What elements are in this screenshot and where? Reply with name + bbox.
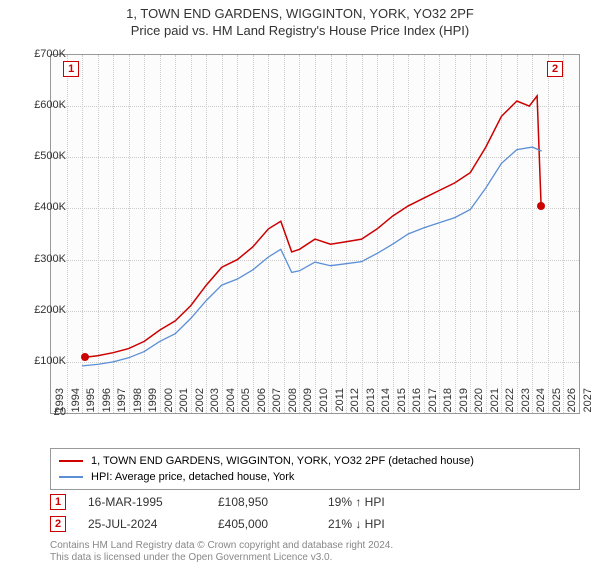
x-axis-label: 2009 xyxy=(302,388,314,418)
x-axis-label: 2014 xyxy=(380,388,392,418)
y-axis-label: £100K xyxy=(20,355,66,367)
legend-swatch xyxy=(59,476,83,478)
x-axis-label: 1996 xyxy=(101,388,113,418)
x-axis-label: 2020 xyxy=(473,388,485,418)
x-axis-label: 1998 xyxy=(132,388,144,418)
sale-marker-dot xyxy=(537,202,545,210)
x-axis-label: 2002 xyxy=(194,388,206,418)
y-axis-label: £600K xyxy=(20,99,66,111)
legend-swatch xyxy=(59,460,83,462)
sale-row: 1 16-MAR-1995 £108,950 19% ↑ HPI xyxy=(50,494,580,510)
footer-text: Contains HM Land Registry data © Crown c… xyxy=(50,540,393,564)
x-axis-label: 2024 xyxy=(535,388,547,418)
legend: 1, TOWN END GARDENS, WIGGINTON, YORK, YO… xyxy=(50,448,580,490)
x-axis-label: 2022 xyxy=(504,388,516,418)
x-axis-label: 1993 xyxy=(54,388,66,418)
x-axis-label: 2011 xyxy=(334,388,346,418)
x-axis-label: 2027 xyxy=(582,388,594,418)
x-axis-label: 2004 xyxy=(225,388,237,418)
x-axis-label: 2000 xyxy=(163,388,175,418)
sale-marker-dot xyxy=(81,353,89,361)
x-axis-label: 2006 xyxy=(256,388,268,418)
x-axis-label: 2005 xyxy=(240,388,252,418)
x-axis-label: 2016 xyxy=(411,388,423,418)
x-axis-label: 2017 xyxy=(427,388,439,418)
sale-price: £108,950 xyxy=(218,495,328,509)
sale-marker-box: 1 xyxy=(63,61,79,77)
chart-title: 1, TOWN END GARDENS, WIGGINTON, YORK, YO… xyxy=(0,6,600,21)
series-line xyxy=(82,147,542,366)
sale-marker: 1 xyxy=(50,494,66,510)
sale-date: 16-MAR-1995 xyxy=(88,495,218,509)
x-axis-label: 1997 xyxy=(116,388,128,418)
y-axis-label: £500K xyxy=(20,150,66,162)
legend-label: HPI: Average price, detached house, York xyxy=(91,471,294,483)
x-axis-label: 2023 xyxy=(520,388,532,418)
plot-area: 12 xyxy=(50,54,580,414)
x-axis-label: 1994 xyxy=(70,388,82,418)
sale-pct: 19% ↑ HPI xyxy=(328,495,448,509)
x-axis-label: 1999 xyxy=(147,388,159,418)
sale-row: 2 25-JUL-2024 £405,000 21% ↓ HPI xyxy=(50,516,580,532)
sale-pct: 21% ↓ HPI xyxy=(328,517,448,531)
x-axis-label: 2025 xyxy=(551,388,563,418)
sale-price: £405,000 xyxy=(218,517,328,531)
legend-label: 1, TOWN END GARDENS, WIGGINTON, YORK, YO… xyxy=(91,455,474,467)
legend-item: HPI: Average price, detached house, York xyxy=(59,469,571,485)
x-axis-label: 2013 xyxy=(365,388,377,418)
x-axis-label: 2015 xyxy=(396,388,408,418)
y-axis-label: £400K xyxy=(20,201,66,213)
legend-item: 1, TOWN END GARDENS, WIGGINTON, YORK, YO… xyxy=(59,453,571,469)
sale-marker: 2 xyxy=(50,516,66,532)
series-line xyxy=(85,96,541,357)
x-axis-label: 2010 xyxy=(318,388,330,418)
chart-lines xyxy=(51,55,579,413)
chart-subtitle: Price paid vs. HM Land Registry's House … xyxy=(0,23,600,38)
sale-date: 25-JUL-2024 xyxy=(88,517,218,531)
x-axis-label: 2012 xyxy=(349,388,361,418)
x-axis-label: 2021 xyxy=(489,388,501,418)
y-axis-label: £200K xyxy=(20,304,66,316)
x-axis-label: 2007 xyxy=(271,388,283,418)
x-axis-label: 2008 xyxy=(287,388,299,418)
footer-line: This data is licensed under the Open Gov… xyxy=(50,552,332,563)
x-axis-label: 1995 xyxy=(85,388,97,418)
y-axis-label: £700K xyxy=(20,48,66,60)
x-axis-label: 2001 xyxy=(178,388,190,418)
sale-marker-box: 2 xyxy=(547,61,563,77)
x-axis-label: 2019 xyxy=(458,388,470,418)
x-axis-label: 2026 xyxy=(566,388,578,418)
chart-container: 1, TOWN END GARDENS, WIGGINTON, YORK, YO… xyxy=(0,6,600,566)
x-axis-label: 2003 xyxy=(209,388,221,418)
footer-line: Contains HM Land Registry data © Crown c… xyxy=(50,540,393,551)
x-axis-label: 2018 xyxy=(442,388,454,418)
y-axis-label: £300K xyxy=(20,253,66,265)
